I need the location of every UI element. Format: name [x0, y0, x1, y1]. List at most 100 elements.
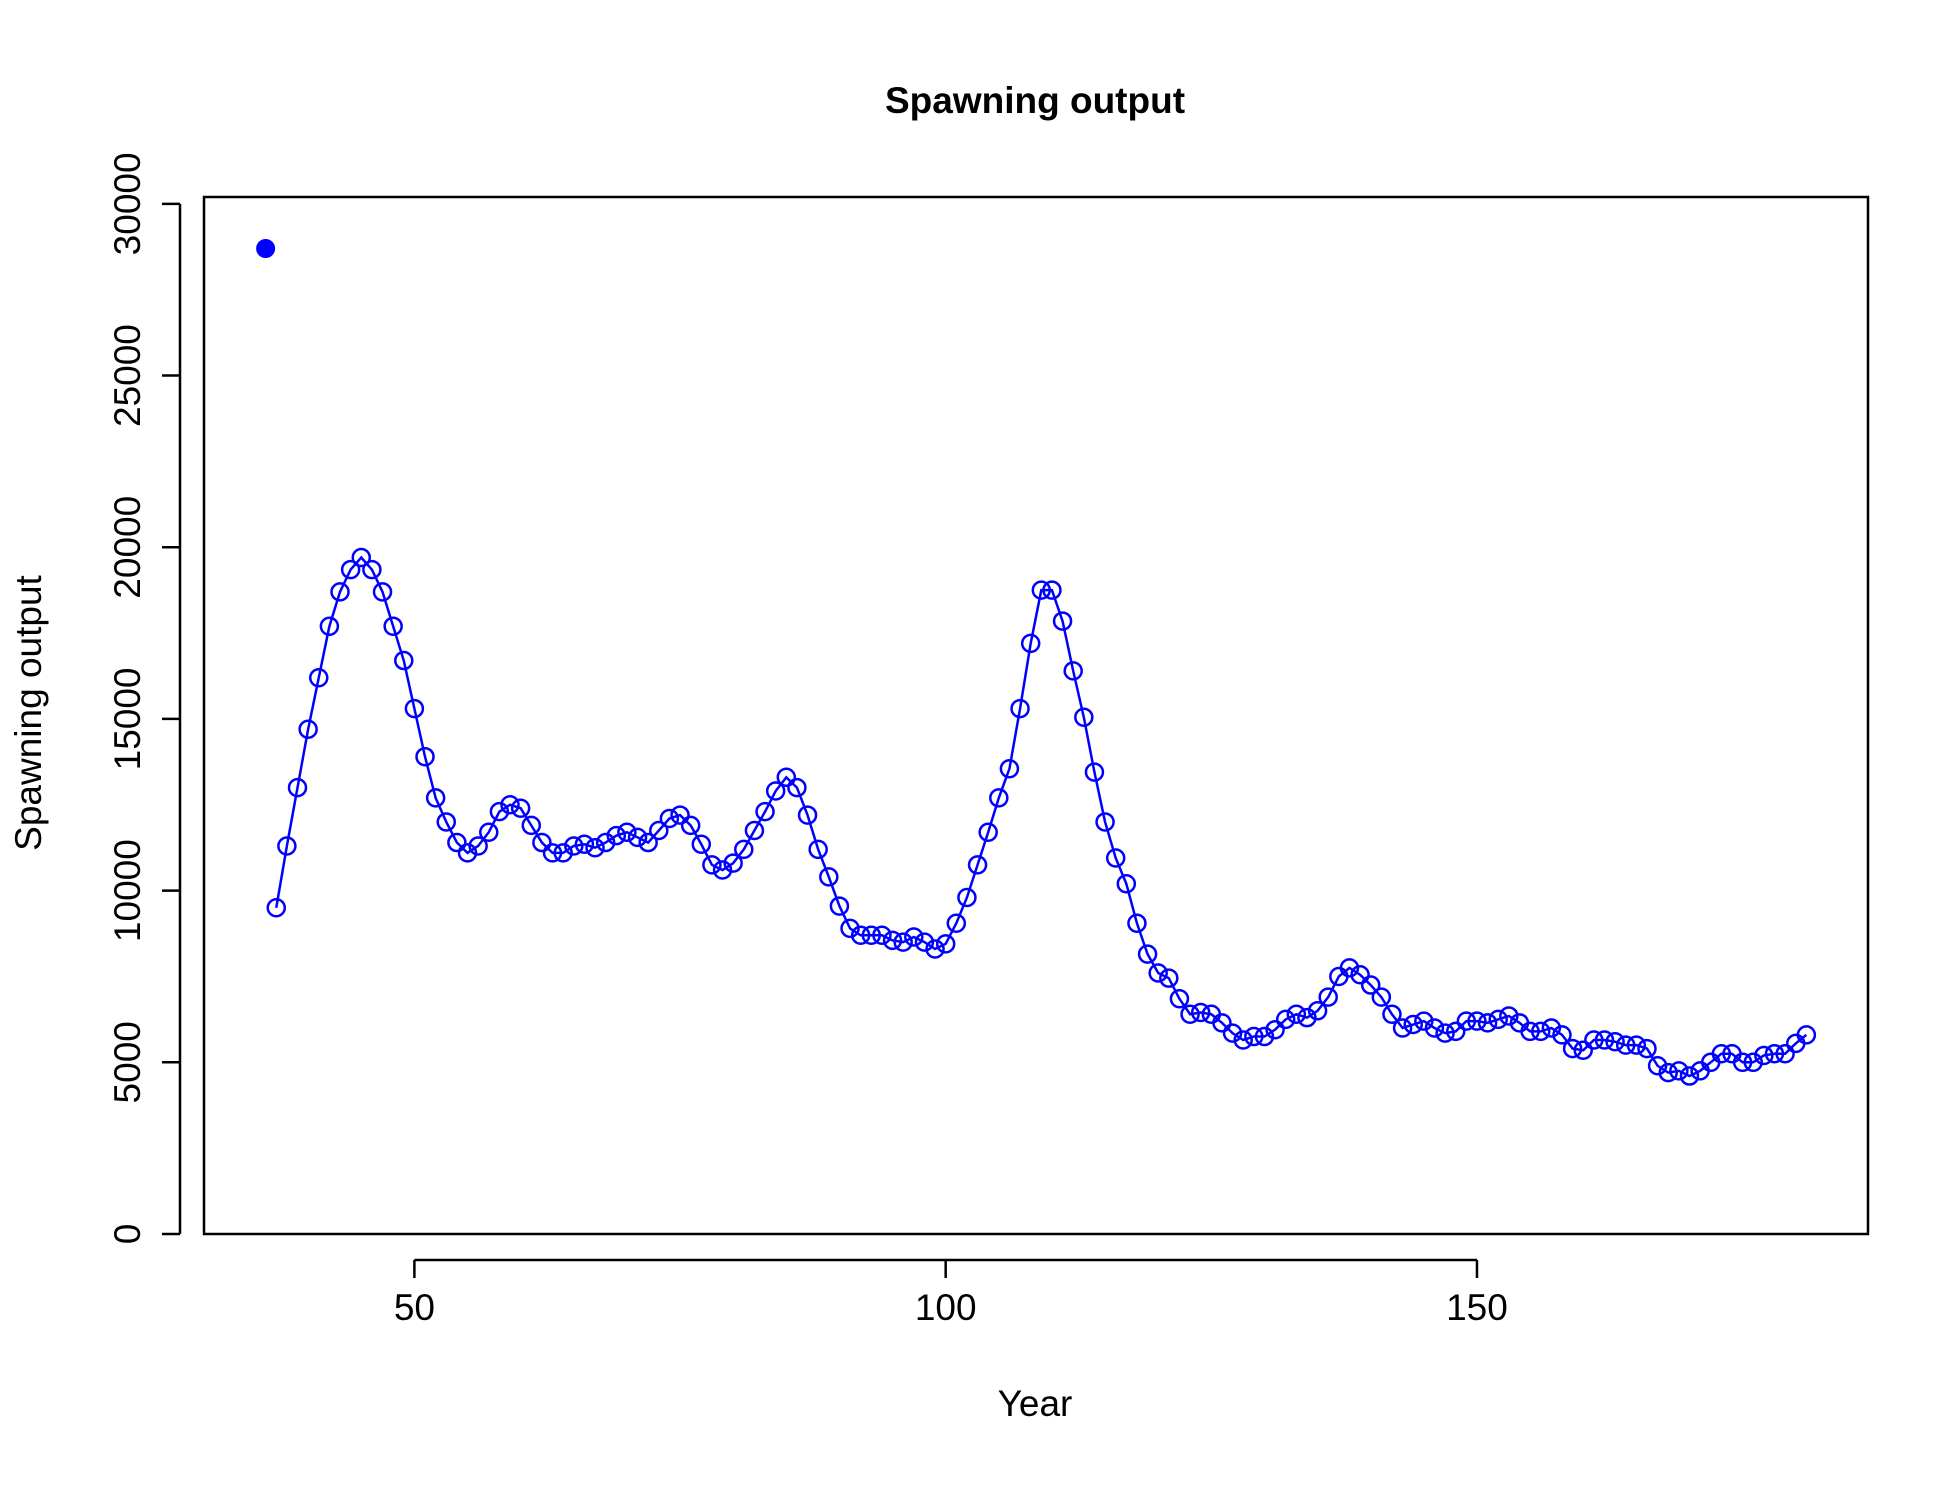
data-point: [298, 719, 318, 739]
y-tick-label: 5000: [107, 1021, 148, 1103]
data-point: [606, 825, 627, 846]
data-point: [946, 913, 967, 933]
data-point: [1615, 1035, 1636, 1055]
data-point: [1222, 1023, 1243, 1043]
data-point: [266, 898, 287, 918]
data-point: [744, 820, 765, 841]
data-point: [787, 777, 807, 798]
data-point: [1467, 1011, 1487, 1031]
data-point: [256, 239, 276, 259]
data-point: [1148, 963, 1168, 983]
data-point: [1456, 1011, 1477, 1031]
data-point: [1775, 1043, 1795, 1064]
data-point: [277, 836, 297, 856]
data-point: [1626, 1035, 1647, 1055]
data-point: [1382, 1004, 1402, 1024]
data-point: [1318, 987, 1338, 1007]
data-point: [542, 843, 563, 863]
data-point: [1679, 1066, 1700, 1086]
data-point: [1350, 965, 1370, 985]
data-point: [1127, 913, 1147, 933]
data-point: [1435, 1023, 1455, 1043]
data-point: [404, 698, 425, 719]
data-point: [574, 834, 595, 855]
data-point: [1074, 707, 1094, 727]
data-point: [638, 832, 658, 853]
data-point: [1743, 1052, 1763, 1073]
y-tick-label: 20000: [107, 496, 148, 599]
data-point: [989, 788, 1009, 808]
data-point: [904, 927, 924, 947]
data-point: [1084, 762, 1105, 782]
data-point: [967, 855, 988, 875]
data-point: [1254, 1026, 1275, 1047]
data-point: [1159, 968, 1179, 988]
data-point: [882, 930, 903, 951]
y-tick-label: 25000: [107, 324, 148, 427]
data-point: [649, 820, 669, 841]
x-tick-label: 100: [915, 1287, 977, 1328]
data-point: [1190, 1002, 1211, 1023]
data-point: [1477, 1013, 1498, 1033]
data-point: [765, 781, 786, 801]
data-point: [1020, 633, 1041, 654]
data-point: [1658, 1062, 1678, 1083]
data-point: [1403, 1014, 1423, 1035]
data-point: [1339, 958, 1360, 978]
data-point: [309, 667, 329, 688]
data-point: [500, 795, 520, 815]
data-point: [340, 559, 361, 580]
data-point: [1637, 1038, 1657, 1059]
data-point: [553, 843, 573, 863]
series-line: [275, 555, 1808, 1078]
data-point: [1042, 580, 1062, 600]
y-tick-label: 10000: [107, 839, 148, 942]
data-point: [840, 918, 860, 939]
data-point: [1669, 1061, 1689, 1081]
data-point: [372, 582, 393, 602]
data-point: [510, 798, 531, 818]
data-point: [1414, 1011, 1434, 1031]
data-point: [1169, 989, 1190, 1009]
chart-title: Spawning output: [885, 80, 1185, 121]
data-point: [1424, 1018, 1445, 1038]
data-point: [1212, 1013, 1232, 1033]
data-point: [351, 547, 372, 568]
data-point: [415, 746, 435, 767]
data-point: [755, 801, 775, 822]
data-point: [436, 812, 457, 832]
data-point: [1116, 874, 1137, 894]
y-tick-label: 0: [107, 1224, 148, 1245]
data-point: [1392, 1018, 1413, 1038]
y-axis-label: Spawning output: [8, 574, 49, 850]
data-point: [521, 815, 542, 836]
plot-frame: [202, 195, 1870, 1236]
data-point: [776, 767, 797, 788]
data-point: [999, 758, 1020, 779]
data-point: [457, 843, 478, 863]
data-point: [1520, 1021, 1540, 1042]
data-point: [723, 853, 743, 873]
data-point: [564, 836, 584, 856]
data-point: [319, 616, 340, 636]
data-point: [447, 832, 467, 853]
data-point: [1371, 987, 1392, 1007]
data-point: [1711, 1043, 1732, 1064]
data-point: [595, 832, 616, 853]
data-point: [585, 837, 605, 858]
data-point: [659, 808, 680, 829]
data-point: [1552, 1025, 1572, 1045]
data-point: [1307, 1001, 1328, 1021]
data-point: [978, 822, 998, 842]
data-point: [1360, 975, 1381, 995]
data-point: [850, 925, 871, 946]
data-point: [1031, 580, 1052, 600]
data-point: [808, 839, 828, 860]
data-point: [872, 925, 892, 946]
data-point: [957, 887, 977, 908]
data-point: [468, 836, 488, 856]
data-point: [425, 788, 446, 808]
data-point: [617, 822, 637, 842]
data-point: [861, 925, 882, 946]
